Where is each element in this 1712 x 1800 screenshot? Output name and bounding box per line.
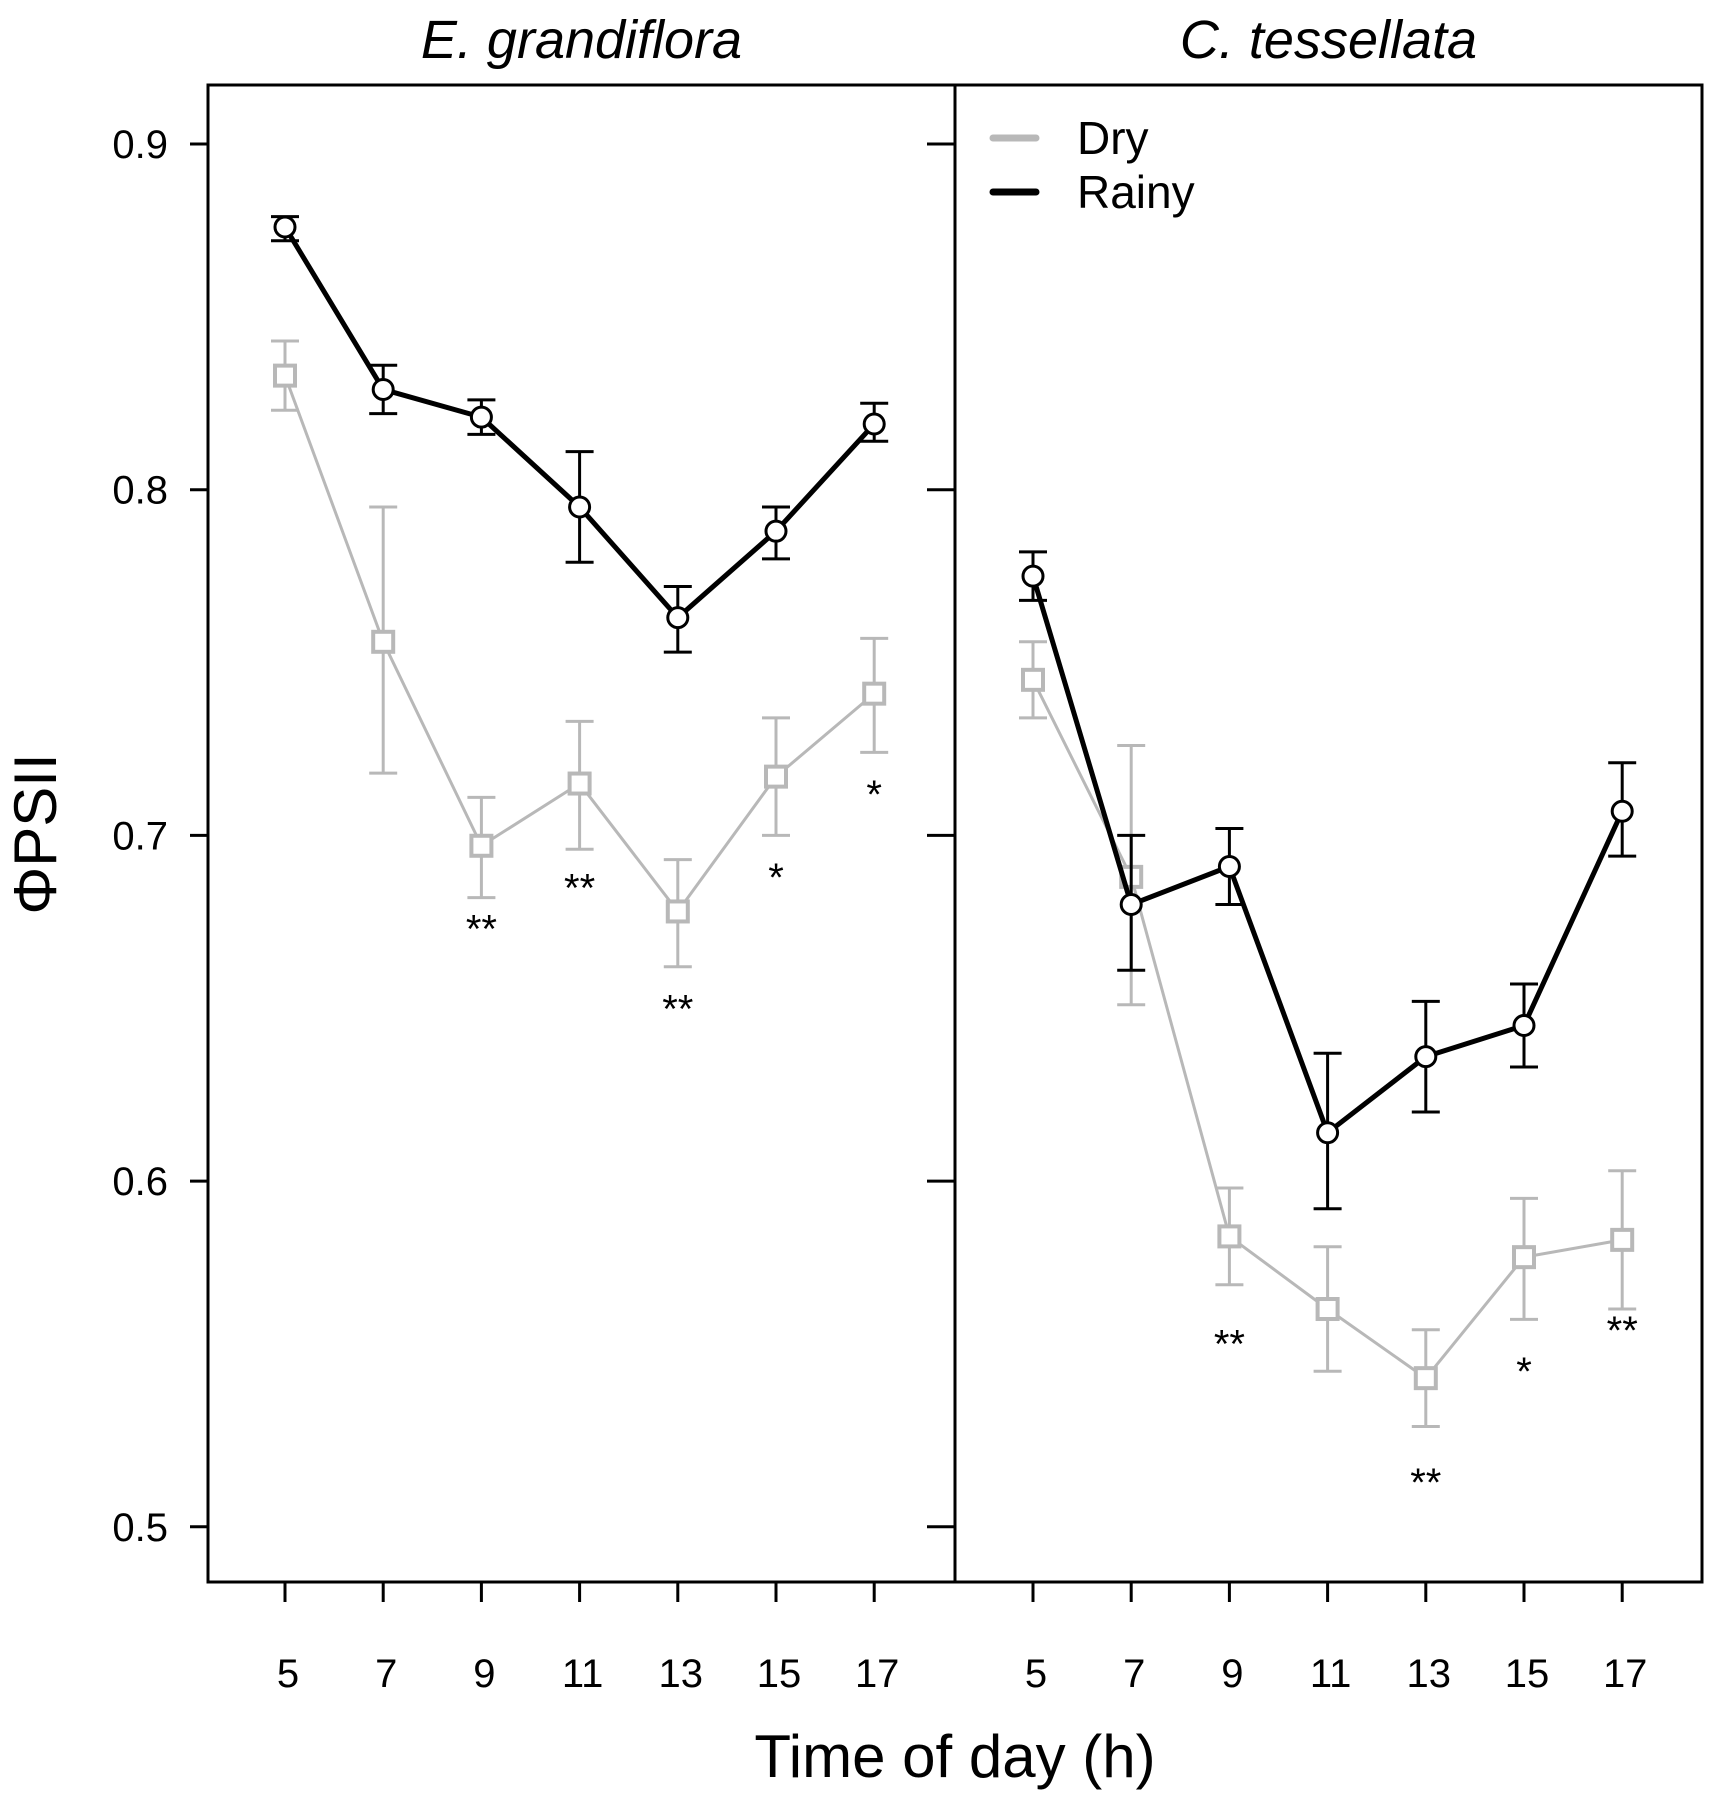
data-point [1610, 1227, 1635, 1252]
x-tick-label: 17 [1603, 1652, 1648, 1696]
y-tick-label: 0.8 [112, 469, 168, 513]
y-tick-label: 0.7 [112, 814, 168, 858]
panel-title: E. grandiflora [421, 10, 742, 70]
legend-label: Dry [1077, 112, 1149, 164]
x-tick-label: 5 [277, 1652, 299, 1696]
data-point [568, 495, 592, 519]
legend-label: Rainy [1077, 166, 1195, 218]
y-tick-label: 0.9 [112, 123, 168, 167]
data-point [567, 771, 592, 796]
data-point [1512, 1014, 1536, 1038]
significance-label: ** [1214, 1323, 1245, 1367]
data-point [273, 363, 297, 388]
data-point [1217, 855, 1241, 879]
significance-label: ** [1607, 1309, 1638, 1353]
data-point [1217, 1224, 1242, 1249]
x-axis-title: Time of day (h) [754, 1723, 1155, 1790]
y-axis: 0.5 0.6 0.7 0.8 0.9 [112, 123, 168, 1550]
significance-label: * [866, 773, 882, 817]
data-point [764, 764, 788, 789]
x-tick-label: 5 [1025, 1652, 1047, 1696]
series-dry [1019, 640, 1637, 1429]
x-tick-label: 13 [1407, 1652, 1452, 1696]
data-point [1512, 1245, 1536, 1270]
data-point [371, 377, 395, 401]
significance-label: * [1516, 1350, 1532, 1394]
x-tick-label: 11 [562, 1652, 604, 1696]
y-axis-title: ΦPSII [2, 753, 69, 914]
x-tick-label: 15 [757, 1652, 802, 1696]
y-tick-label: 0.6 [112, 1160, 168, 1204]
data-point [764, 519, 788, 543]
data-point [371, 629, 396, 654]
data-point [666, 606, 690, 630]
data-point [862, 681, 887, 706]
significance-label: ** [564, 866, 595, 910]
data-point [1610, 799, 1634, 823]
data-point [1021, 667, 1045, 692]
x-tick-label: 9 [1221, 1652, 1243, 1696]
y-tick-label: 0.5 [112, 1506, 168, 1550]
x-tick-label: 11 [1310, 1652, 1352, 1696]
significance-label: ** [1410, 1461, 1441, 1505]
data-point [469, 833, 494, 858]
significance-label: ** [466, 908, 497, 952]
panel-title: C. tessellata [1180, 10, 1477, 70]
x-tick-label: 7 [1123, 1652, 1145, 1696]
x-tick-label: 17 [855, 1652, 900, 1696]
data-point [273, 215, 297, 239]
data-point [1119, 893, 1143, 917]
data-point [1021, 564, 1045, 588]
data-point [862, 412, 886, 436]
data-point [1414, 1045, 1438, 1069]
x-tick-label: 9 [473, 1652, 495, 1696]
data-point [665, 899, 690, 924]
series-rainy [271, 215, 889, 654]
panel-frame [206, 83, 957, 1584]
series-rainy [1019, 550, 1637, 1211]
x-tick-label: 7 [375, 1652, 397, 1696]
data-point [1316, 1121, 1340, 1145]
x-tick-label: 13 [659, 1652, 704, 1696]
data-point [469, 405, 493, 429]
significance-label: * [768, 856, 784, 900]
data-point [1315, 1297, 1340, 1322]
significance-label: ** [662, 987, 693, 1031]
series-dry [271, 339, 889, 969]
data-point [1413, 1366, 1438, 1391]
x-tick-label: 15 [1505, 1652, 1550, 1696]
